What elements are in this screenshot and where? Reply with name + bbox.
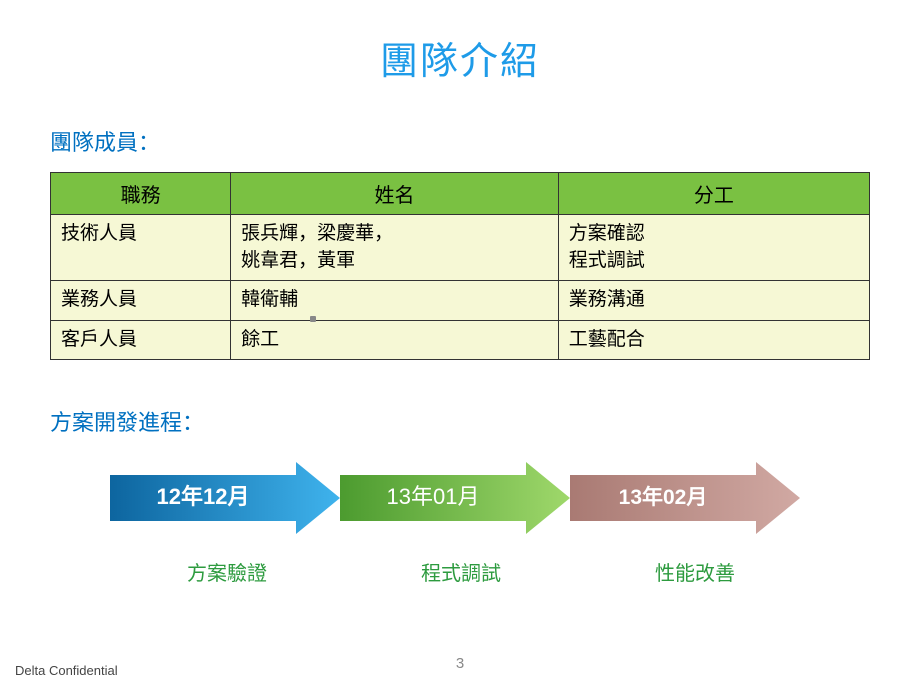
svg-text:13年02月: 13年02月 <box>619 485 708 509</box>
svg-text:12年12月: 12年12月 <box>157 484 250 509</box>
table-cell: 業務人員 <box>51 281 231 321</box>
footer-confidential: Delta Confidential <box>15 663 118 678</box>
table-cell: 張兵輝，梁慶華， 姚韋君，黃軍 <box>231 215 559 281</box>
timeline-arrow: 13年02月 <box>570 462 800 539</box>
table-cell: 韓衛輔 <box>231 281 559 321</box>
timeline-arrow: 12年12月 <box>110 462 340 539</box>
timeline-caption: 程式調試 <box>344 557 578 586</box>
th-name: 姓名 <box>231 173 559 215</box>
team-table: 職務 姓名 分工 技術人員張兵輝，梁慶華， 姚韋君，黃軍方案確認 程式調試業務人… <box>50 172 870 360</box>
table-cell: 業務溝通 <box>558 281 869 321</box>
table-header-row: 職務 姓名 分工 <box>51 173 870 215</box>
th-duty: 分工 <box>558 173 869 215</box>
table-cell: 方案確認 程式調試 <box>558 215 869 281</box>
slide-title: 團隊介紹 <box>50 30 870 85</box>
table-cell: 工藝配合 <box>558 320 869 360</box>
table-row: 業務人員韓衛輔業務溝通 <box>51 281 870 321</box>
section-members-heading: 團隊成員： <box>50 125 870 157</box>
timeline-caption: 方案驗證 <box>110 557 344 586</box>
table-cell: 餘工 <box>231 320 559 360</box>
table-row: 客戶人員餘工工藝配合 <box>51 320 870 360</box>
timeline-arrow: 13年01月 <box>340 462 570 539</box>
section-timeline-heading: 方案開發進程： <box>50 405 870 437</box>
table-cell: 技術人員 <box>51 215 231 281</box>
decorative-dot <box>310 316 316 322</box>
th-role: 職務 <box>51 173 231 215</box>
timeline-caption: 性能改善 <box>578 557 812 586</box>
svg-text:13年01月: 13年01月 <box>387 484 480 509</box>
table-row: 技術人員張兵輝，梁慶華， 姚韋君，黃軍方案確認 程式調試 <box>51 215 870 281</box>
page-number: 3 <box>456 655 464 672</box>
table-cell: 客戶人員 <box>51 320 231 360</box>
timeline: 12年12月 13年01月 13年02月 方案驗證程式調試性能改善 <box>50 462 870 612</box>
